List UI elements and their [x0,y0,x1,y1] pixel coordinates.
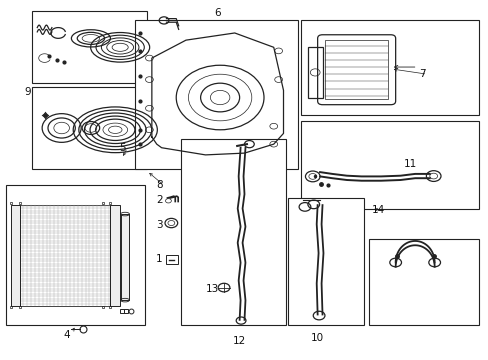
Bar [5,185,144,325]
Text: 5: 5 [119,143,125,153]
Text: 12: 12 [232,336,246,346]
Text: 3: 3 [156,220,162,230]
Bar [181,139,285,325]
Bar [300,121,478,209]
Bar [32,12,147,83]
Bar [135,21,298,169]
Text: 4: 4 [63,330,70,340]
Bar [20,205,110,306]
Text: 8: 8 [156,180,162,190]
Bar [307,47,322,98]
Bar [110,205,120,306]
Text: 9: 9 [24,87,31,97]
Text: 13: 13 [206,284,219,294]
Bar [32,87,147,169]
Text: 11: 11 [403,159,416,169]
Bar [325,40,387,99]
Bar [121,214,129,300]
Text: 14: 14 [371,206,385,216]
Text: 1: 1 [156,254,162,264]
Bar [165,255,177,264]
Text: 6: 6 [214,8,221,18]
Bar [288,198,363,325]
Bar [300,21,478,116]
Text: 2: 2 [156,195,162,205]
Text: 7: 7 [418,69,425,79]
Bar [11,205,20,306]
Bar [368,239,478,325]
Text: 10: 10 [310,333,324,343]
